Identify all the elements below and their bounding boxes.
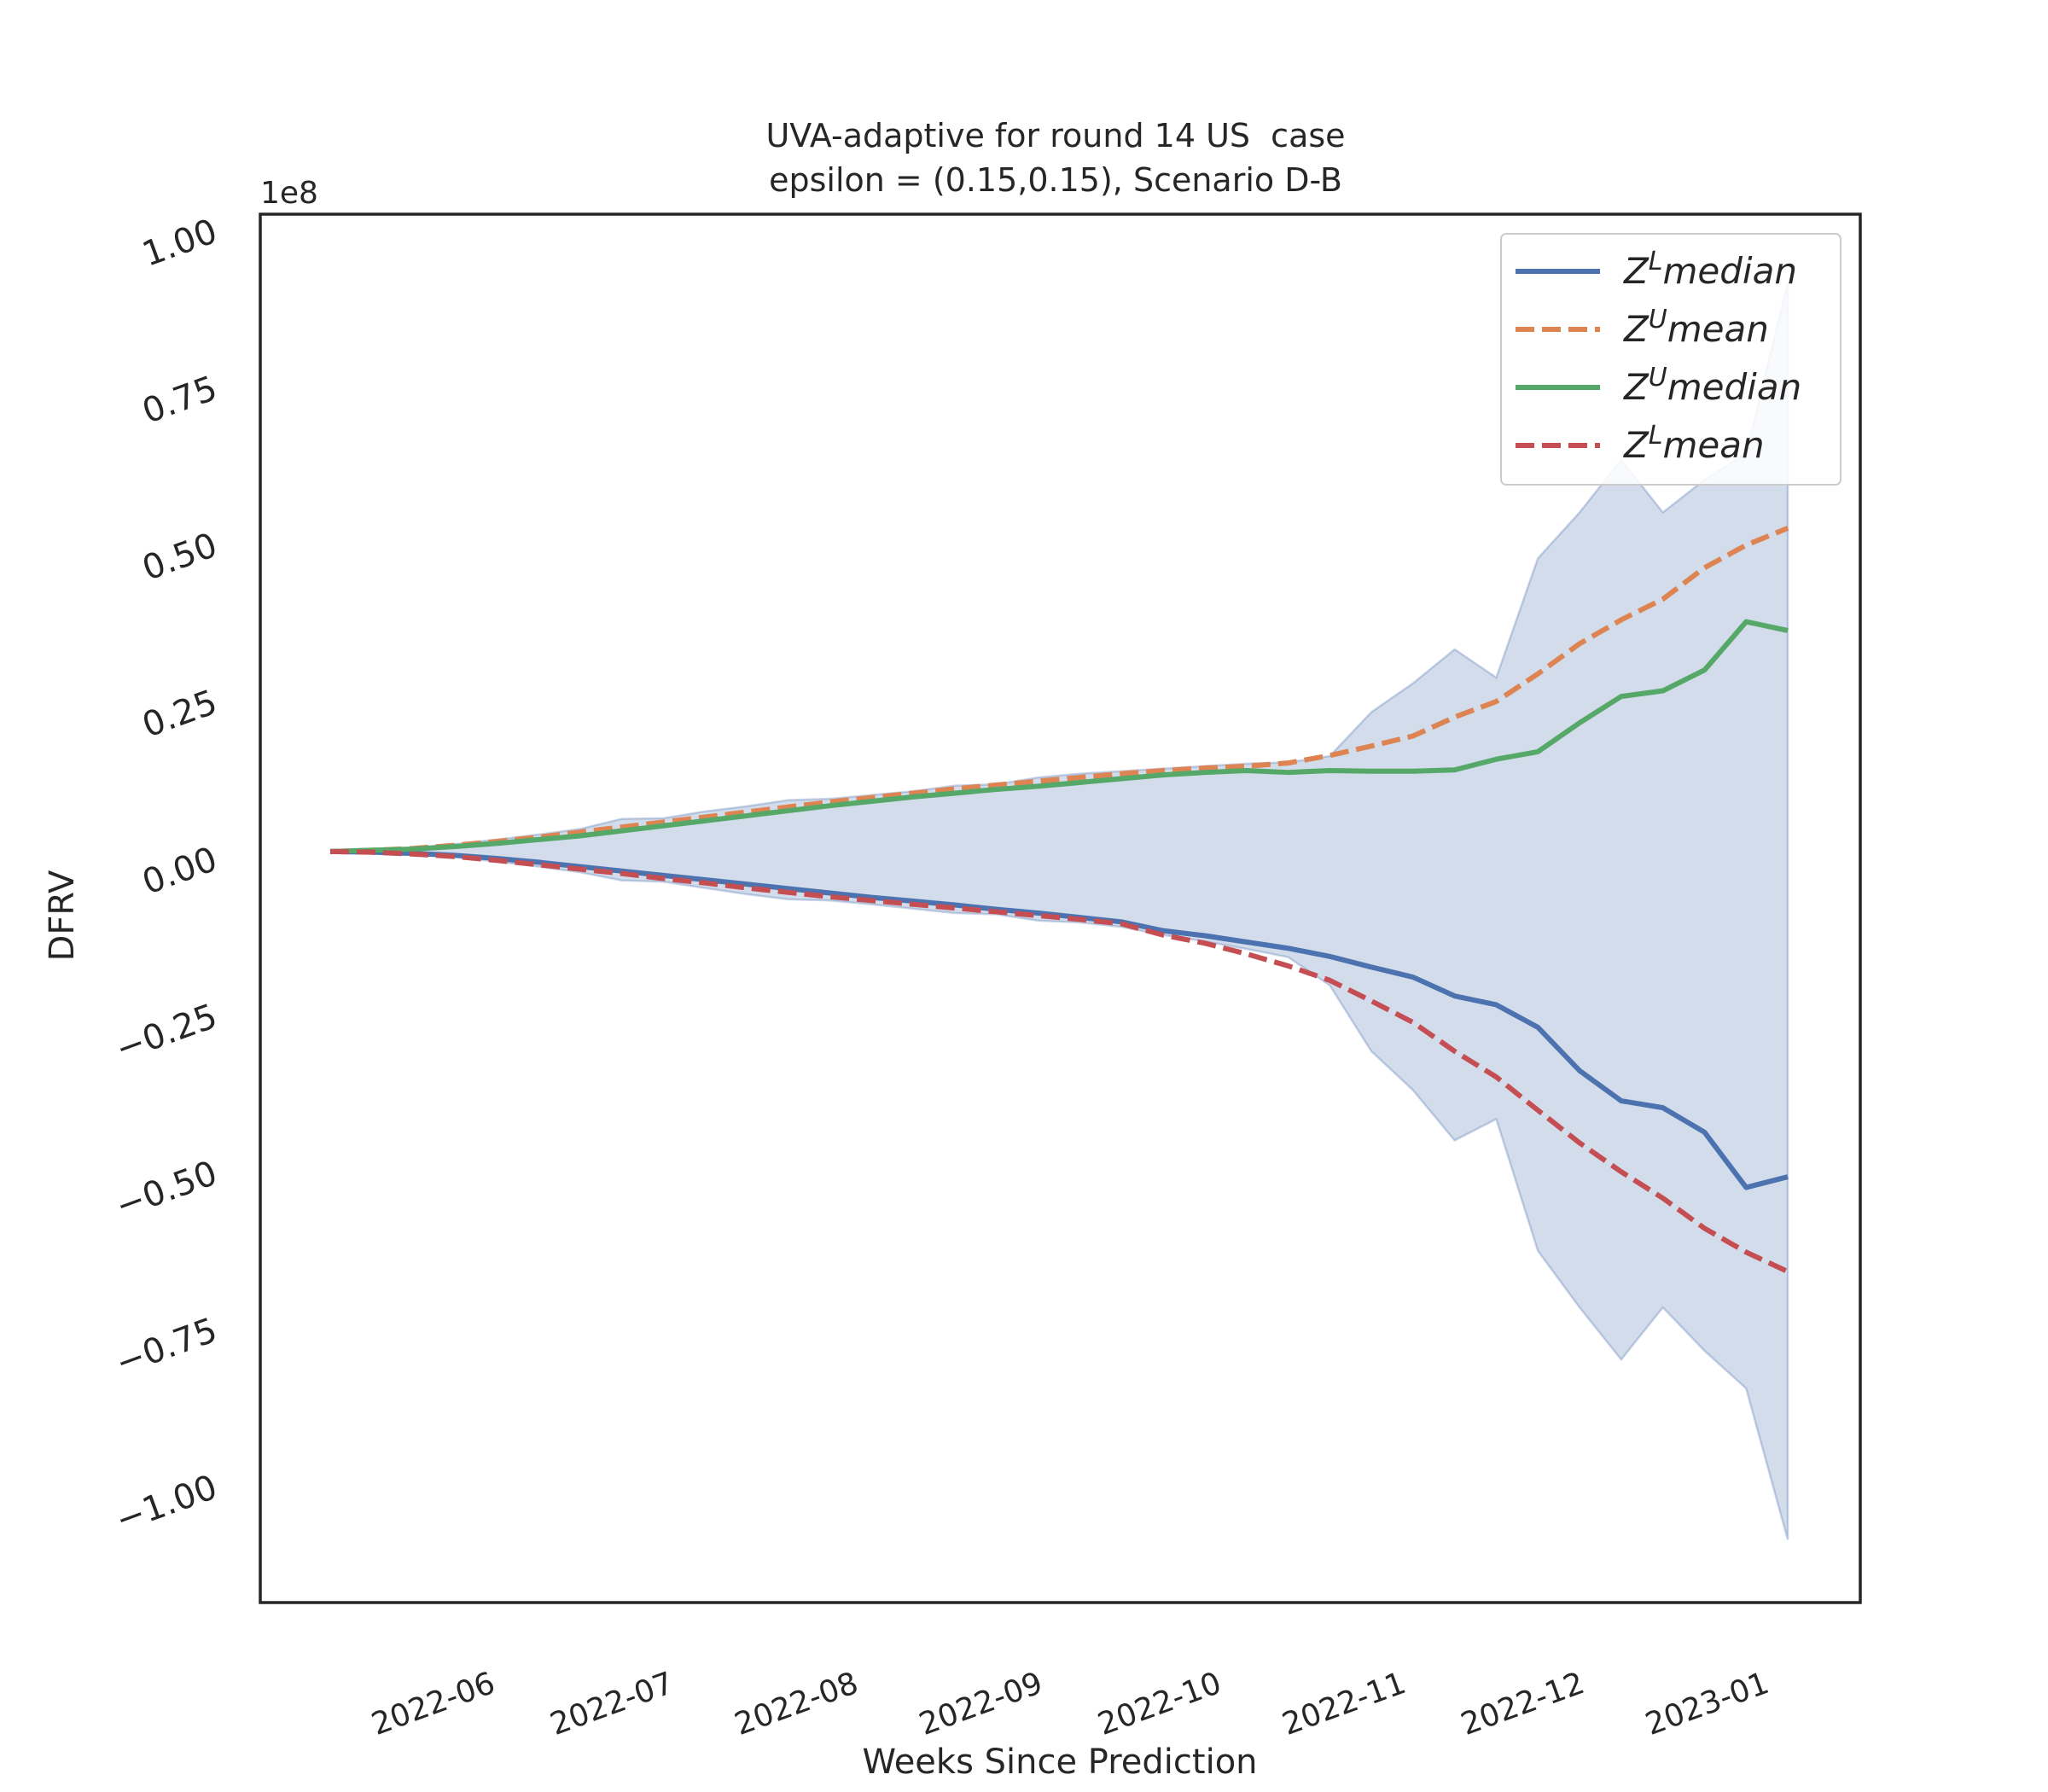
y-tick-label: 0.75 [137, 369, 222, 432]
x-tick-label: 2022-06 [367, 1666, 499, 1743]
confidence-band [329, 282, 1789, 1540]
x-tick-label: 2022-12 [1457, 1666, 1589, 1743]
y-tick-label: −0.25 [111, 997, 223, 1069]
y-offset-label: 1e8 [260, 176, 318, 211]
legend-label: ZLmean [1623, 421, 1765, 466]
chart-title: UVA-adaptive for round 14 US case [765, 117, 1345, 154]
x-tick-label: 2022-11 [1277, 1666, 1410, 1743]
legend-label: ZUmedian [1623, 363, 1801, 408]
x-tick-label: 2023-01 [1641, 1666, 1773, 1743]
y-tick-label: 0.00 [137, 840, 222, 903]
x-tick-label: 2022-07 [546, 1666, 678, 1743]
x-tick-label: 2022-08 [730, 1666, 863, 1743]
y-axis-label: DFRV [43, 870, 82, 961]
x-tick-label: 2022-09 [915, 1666, 1047, 1743]
legend-box [1500, 233, 1841, 486]
y-tick-label: −1.00 [111, 1468, 223, 1540]
y-tick-label: 0.50 [137, 526, 222, 589]
y-tick-label: 0.25 [137, 683, 222, 746]
y-tick-label: −0.75 [111, 1311, 223, 1383]
legend-label: ZUmean [1623, 305, 1769, 350]
chart-subtitle: epsilon = (0.15,0.15), Scenario D-B [769, 161, 1342, 199]
y-tick-label: 1.00 [137, 212, 222, 275]
series-line [329, 526, 1789, 854]
y-tick-label: −0.50 [111, 1154, 223, 1226]
x-axis-label: Weeks Since Prediction [862, 1743, 1257, 1782]
x-tick-label: 2022-10 [1093, 1666, 1225, 1743]
series-line [329, 848, 1789, 1274]
plot-frame [259, 212, 1862, 1604]
legend-label: ZLmedian [1623, 247, 1797, 292]
series-line [329, 619, 1789, 854]
